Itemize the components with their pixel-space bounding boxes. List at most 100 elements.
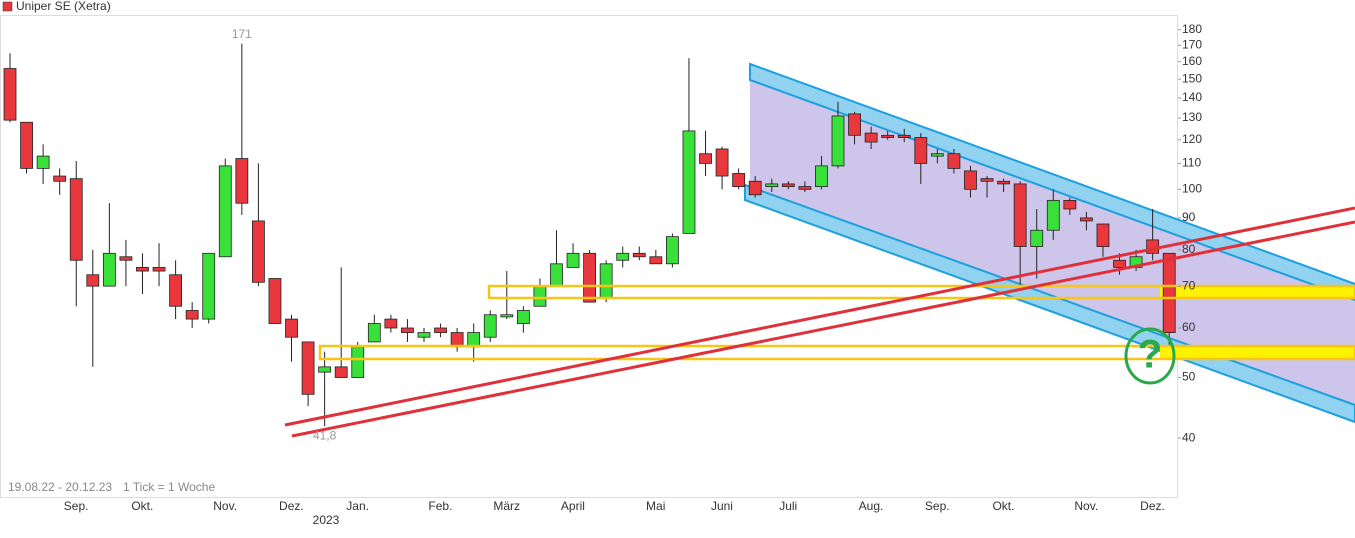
question-mark: ? bbox=[1138, 333, 1162, 377]
candle-body bbox=[848, 113, 861, 136]
candle-body bbox=[119, 256, 133, 261]
candle-body bbox=[351, 346, 365, 378]
candle-body bbox=[69, 178, 83, 261]
candle-body bbox=[1046, 199, 1060, 231]
candle-body bbox=[268, 278, 282, 324]
x-tick-label: April bbox=[561, 499, 585, 513]
candle-body bbox=[251, 220, 265, 283]
candle-body bbox=[897, 134, 911, 138]
y-tick-label: 110 bbox=[1182, 156, 1201, 170]
y-tick-label: 60 bbox=[1182, 320, 1196, 334]
candle-body bbox=[367, 323, 381, 343]
extreme-label: 41,8 bbox=[313, 428, 337, 442]
y-tick-label: 50 bbox=[1182, 370, 1196, 384]
candle-body bbox=[815, 165, 828, 187]
candle-body bbox=[980, 178, 994, 182]
candle-body bbox=[732, 173, 746, 187]
candle-body bbox=[682, 130, 696, 234]
channel-fill bbox=[750, 78, 1355, 405]
candle-body bbox=[334, 366, 348, 378]
candle-body bbox=[467, 332, 481, 348]
y-tick-label: 140 bbox=[1182, 90, 1202, 104]
candle-body bbox=[765, 183, 779, 187]
x-tick-label: Juli bbox=[779, 499, 797, 513]
candle-body bbox=[86, 274, 100, 287]
candle-body bbox=[632, 252, 646, 258]
candle-body bbox=[748, 180, 762, 196]
candle-body bbox=[450, 332, 464, 348]
candle-body bbox=[1162, 252, 1176, 333]
x-tick-label: Nov. bbox=[1074, 499, 1098, 513]
zone-highlight bbox=[1160, 286, 1355, 298]
candle-body bbox=[649, 256, 663, 265]
candle-body bbox=[218, 165, 232, 258]
trend-line bbox=[291, 220, 1355, 438]
candle-body bbox=[831, 115, 845, 167]
candle-body bbox=[798, 186, 812, 190]
zone-box bbox=[487, 284, 1355, 300]
candle-body bbox=[3, 68, 17, 121]
y-tick-label: 150 bbox=[1182, 71, 1202, 85]
zone-highlight bbox=[1160, 346, 1355, 359]
y-tick-label: 100 bbox=[1182, 181, 1202, 195]
channel bbox=[744, 62, 1355, 424]
candle-body bbox=[483, 314, 497, 338]
x-tick-label: Sep. bbox=[925, 499, 950, 513]
footer-range: 19.08.22 - 20.12.23 bbox=[8, 480, 112, 494]
candle-body bbox=[781, 183, 795, 187]
candle-body bbox=[1030, 229, 1044, 247]
candle-body bbox=[384, 318, 398, 329]
legend-swatch bbox=[2, 1, 13, 12]
candle-body bbox=[533, 285, 547, 307]
candle-body bbox=[1013, 183, 1027, 247]
candle-body bbox=[152, 267, 166, 272]
candle-body bbox=[102, 252, 116, 287]
candle-body bbox=[53, 175, 67, 182]
x-tick-label: Aug. bbox=[859, 499, 884, 513]
candle-body bbox=[301, 341, 315, 395]
candle-body bbox=[235, 158, 249, 204]
x-tick-label: März bbox=[493, 499, 520, 513]
candle-body bbox=[666, 236, 679, 265]
candle-body bbox=[202, 252, 216, 320]
candle-body bbox=[964, 170, 977, 190]
x-tick-label: Feb. bbox=[428, 499, 452, 513]
x-tick-label: Dez. bbox=[279, 499, 304, 513]
candle-body bbox=[1063, 199, 1077, 210]
candle-body bbox=[930, 153, 944, 157]
candle-body bbox=[285, 318, 298, 338]
footer-tick: 1 Tick = 1 Woche bbox=[123, 480, 215, 494]
candle-body bbox=[185, 310, 199, 320]
y-tick-label: 130 bbox=[1182, 110, 1202, 124]
candle-body bbox=[566, 252, 580, 268]
candle-body bbox=[417, 332, 431, 338]
x-tick-label: Mai bbox=[646, 499, 665, 513]
candle-body bbox=[583, 252, 596, 303]
y-tick-label: 90 bbox=[1182, 210, 1196, 224]
candles bbox=[3, 43, 1176, 427]
y-tick-label: 170 bbox=[1182, 37, 1202, 51]
y-tick-label: 70 bbox=[1182, 278, 1196, 292]
candle-body bbox=[947, 153, 961, 169]
candle-body bbox=[1080, 217, 1093, 222]
y-tick-label: 120 bbox=[1182, 132, 1202, 146]
x-tick-label: Okt. bbox=[131, 499, 153, 513]
candle-body bbox=[864, 132, 878, 143]
candle-body bbox=[516, 310, 530, 324]
candle-body bbox=[881, 134, 895, 138]
candle-body bbox=[914, 137, 928, 164]
candle-body bbox=[136, 267, 149, 272]
candle-body bbox=[550, 263, 563, 287]
zone-box bbox=[318, 344, 1355, 361]
candle-body bbox=[715, 148, 729, 177]
candle-body bbox=[599, 263, 613, 299]
candle-body bbox=[1096, 223, 1110, 247]
candle-body bbox=[169, 274, 183, 307]
candle-body bbox=[36, 155, 50, 169]
x-tick-label: Okt. bbox=[992, 499, 1014, 513]
x-tick-label: Sep. bbox=[64, 499, 89, 513]
candle-body bbox=[699, 153, 712, 164]
candle-body bbox=[401, 327, 414, 333]
x-tick-label: Jan. bbox=[346, 499, 369, 513]
